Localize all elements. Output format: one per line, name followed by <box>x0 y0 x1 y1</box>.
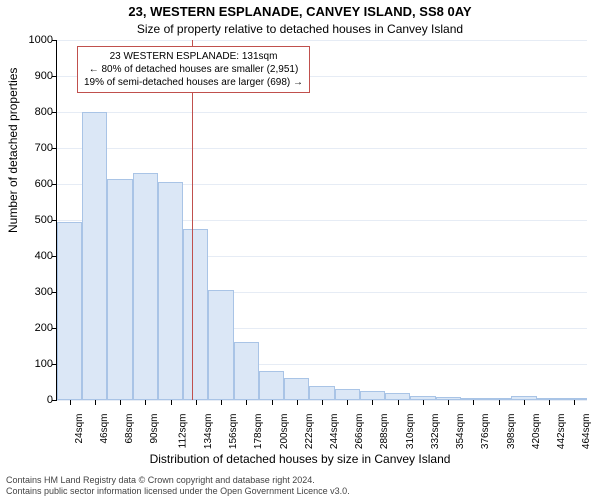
x-tick <box>423 400 424 405</box>
y-tick-label: 700 <box>35 142 57 154</box>
y-axis-label: Number of detached properties <box>6 68 20 233</box>
y-tick-label: 300 <box>35 286 57 298</box>
x-tick-label: 178sqm <box>247 414 264 450</box>
y-tick-label: 900 <box>35 70 57 82</box>
x-tick <box>221 400 222 405</box>
annotation-box: 23 WESTERN ESPLANADE: 131sqm← 80% of det… <box>77 46 310 93</box>
histogram-bar <box>107 179 132 400</box>
x-tick <box>574 400 575 405</box>
x-tick <box>398 400 399 405</box>
x-tick <box>372 400 373 405</box>
histogram-bar <box>360 391 385 400</box>
x-tick <box>145 400 146 405</box>
property-marker-line <box>192 40 193 400</box>
page-subtitle: Size of property relative to detached ho… <box>0 22 600 36</box>
x-tick-label: 398sqm <box>499 414 516 450</box>
x-tick <box>499 400 500 405</box>
annotation-line: 23 WESTERN ESPLANADE: 131sqm <box>84 50 303 63</box>
chart-plot-area: 0100200300400500600700800900100024sqm46s… <box>56 40 587 401</box>
histogram-bar <box>234 342 259 400</box>
histogram-bar <box>208 290 233 400</box>
y-tick-label: 100 <box>35 358 57 370</box>
histogram-bar <box>183 229 208 400</box>
x-tick <box>70 400 71 405</box>
x-tick-label: 68sqm <box>118 414 135 444</box>
x-tick <box>120 400 121 405</box>
y-tick-label: 0 <box>47 394 57 406</box>
x-tick <box>171 400 172 405</box>
x-tick-label: 376sqm <box>474 414 491 450</box>
y-tick-label: 600 <box>35 178 57 190</box>
x-tick <box>473 400 474 405</box>
y-tick-label: 800 <box>35 106 57 118</box>
histogram-bar <box>284 378 309 400</box>
x-tick <box>95 400 96 405</box>
gridline <box>57 40 587 41</box>
x-tick-label: 24sqm <box>68 414 85 444</box>
x-tick <box>322 400 323 405</box>
footer-attribution: Contains HM Land Registry data © Crown c… <box>6 475 350 498</box>
y-tick-label: 200 <box>35 322 57 334</box>
x-tick <box>297 400 298 405</box>
footer-line-2: Contains public sector information licen… <box>6 486 350 497</box>
x-tick-label: 266sqm <box>348 414 365 450</box>
histogram-bar <box>158 182 183 400</box>
gridline <box>57 112 587 113</box>
annotation-line: 19% of semi-detached houses are larger (… <box>84 76 303 89</box>
x-tick-label: 244sqm <box>323 414 340 450</box>
x-tick-label: 310sqm <box>398 414 415 450</box>
histogram-bar <box>259 371 284 400</box>
x-tick-label: 442sqm <box>550 414 567 450</box>
x-tick <box>549 400 550 405</box>
page-title: 23, WESTERN ESPLANADE, CANVEY ISLAND, SS… <box>0 4 600 19</box>
histogram-bar <box>57 222 82 400</box>
x-tick <box>347 400 348 405</box>
histogram-bar <box>335 389 360 400</box>
y-tick-label: 1000 <box>29 34 57 46</box>
x-tick <box>448 400 449 405</box>
histogram-bar <box>385 393 410 400</box>
x-axis-label: Distribution of detached houses by size … <box>0 452 600 466</box>
footer-line-1: Contains HM Land Registry data © Crown c… <box>6 475 350 486</box>
x-tick-label: 46sqm <box>93 414 110 444</box>
x-tick <box>272 400 273 405</box>
x-tick <box>196 400 197 405</box>
annotation-line: ← 80% of detached houses are smaller (2,… <box>84 63 303 76</box>
x-tick-label: 222sqm <box>298 414 315 450</box>
x-tick-label: 112sqm <box>171 414 188 449</box>
y-tick-label: 500 <box>35 214 57 226</box>
x-tick <box>524 400 525 405</box>
histogram-bar <box>133 173 158 400</box>
x-tick-label: 332sqm <box>424 414 441 450</box>
x-tick-label: 464sqm <box>575 414 592 450</box>
x-tick-label: 156sqm <box>222 414 239 450</box>
x-tick <box>246 400 247 405</box>
x-tick-label: 354sqm <box>449 414 466 450</box>
x-tick-label: 288sqm <box>373 414 390 450</box>
gridline <box>57 148 587 149</box>
histogram-bar <box>309 386 334 400</box>
x-tick-label: 90sqm <box>143 414 160 444</box>
x-tick-label: 134sqm <box>197 414 214 450</box>
y-tick-label: 400 <box>35 250 57 262</box>
x-tick-label: 200sqm <box>272 414 289 450</box>
x-tick-label: 420sqm <box>525 414 542 450</box>
histogram-bar <box>82 112 107 400</box>
